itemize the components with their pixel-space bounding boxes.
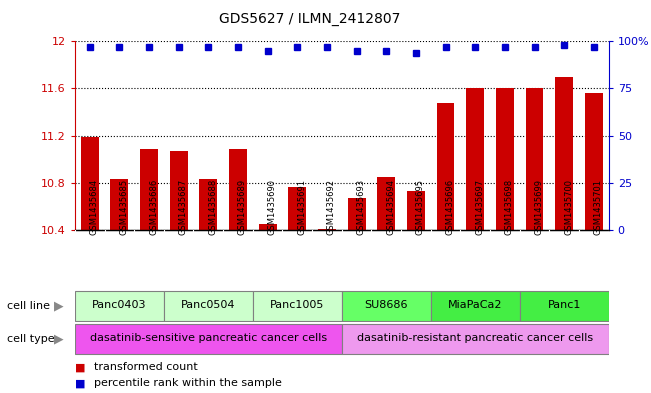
Text: GSM1435695: GSM1435695 — [416, 179, 425, 235]
Bar — [437, 103, 454, 230]
Text: GSM1435694: GSM1435694 — [386, 179, 395, 235]
Bar — [585, 93, 603, 230]
Text: ■: ■ — [75, 362, 85, 373]
Bar — [170, 151, 187, 230]
Text: MiaPaCa2: MiaPaCa2 — [448, 300, 503, 310]
Bar — [164, 290, 253, 321]
Text: percentile rank within the sample: percentile rank within the sample — [94, 378, 283, 388]
Text: GSM1435691: GSM1435691 — [298, 179, 306, 235]
Text: GDS5627 / ILMN_2412807: GDS5627 / ILMN_2412807 — [219, 11, 400, 26]
Bar — [318, 229, 336, 230]
Text: GSM1435699: GSM1435699 — [534, 179, 544, 235]
Bar — [111, 179, 128, 230]
Text: ▶: ▶ — [54, 299, 63, 312]
Bar — [407, 191, 425, 230]
Text: Panc1005: Panc1005 — [270, 300, 324, 310]
Bar — [555, 77, 573, 230]
Text: SU8686: SU8686 — [365, 300, 408, 310]
Text: GSM1435696: GSM1435696 — [445, 178, 454, 235]
Bar — [342, 324, 609, 354]
Text: dasatinib-resistant pancreatic cancer cells: dasatinib-resistant pancreatic cancer ce… — [357, 333, 593, 343]
Text: GSM1435690: GSM1435690 — [268, 179, 277, 235]
Bar — [378, 177, 395, 230]
Text: GSM1435692: GSM1435692 — [327, 179, 336, 235]
Bar — [81, 137, 98, 230]
Text: Panc1: Panc1 — [547, 300, 581, 310]
Text: GSM1435698: GSM1435698 — [505, 178, 514, 235]
Text: GSM1435689: GSM1435689 — [238, 178, 247, 235]
Bar — [288, 187, 306, 230]
Text: cell line: cell line — [7, 301, 49, 310]
Bar — [519, 290, 609, 321]
Bar — [140, 149, 158, 230]
Text: GSM1435686: GSM1435686 — [149, 178, 158, 235]
Bar — [75, 290, 164, 321]
Text: GSM1435701: GSM1435701 — [594, 179, 603, 235]
Text: cell type: cell type — [7, 334, 54, 344]
Text: GSM1435687: GSM1435687 — [178, 178, 187, 235]
Bar — [431, 290, 519, 321]
Bar — [253, 290, 342, 321]
Bar — [466, 88, 484, 230]
Text: dasatinib-sensitive pancreatic cancer cells: dasatinib-sensitive pancreatic cancer ce… — [90, 333, 327, 343]
Text: GSM1435684: GSM1435684 — [90, 178, 99, 235]
Text: GSM1435700: GSM1435700 — [564, 179, 573, 235]
Text: ■: ■ — [75, 378, 85, 388]
Bar — [348, 198, 365, 230]
Text: transformed count: transformed count — [94, 362, 198, 373]
Text: GSM1435685: GSM1435685 — [119, 178, 128, 235]
Text: Panc0504: Panc0504 — [181, 300, 236, 310]
Bar — [525, 88, 544, 230]
Bar — [496, 88, 514, 230]
Bar — [199, 179, 217, 230]
Text: GSM1435693: GSM1435693 — [357, 178, 366, 235]
Text: GSM1435688: GSM1435688 — [208, 178, 217, 235]
Text: Panc0403: Panc0403 — [92, 300, 146, 310]
Bar — [229, 149, 247, 230]
Bar — [258, 224, 277, 230]
Bar — [75, 324, 342, 354]
Bar — [342, 290, 431, 321]
Text: ▶: ▶ — [54, 332, 63, 345]
Text: GSM1435697: GSM1435697 — [475, 178, 484, 235]
